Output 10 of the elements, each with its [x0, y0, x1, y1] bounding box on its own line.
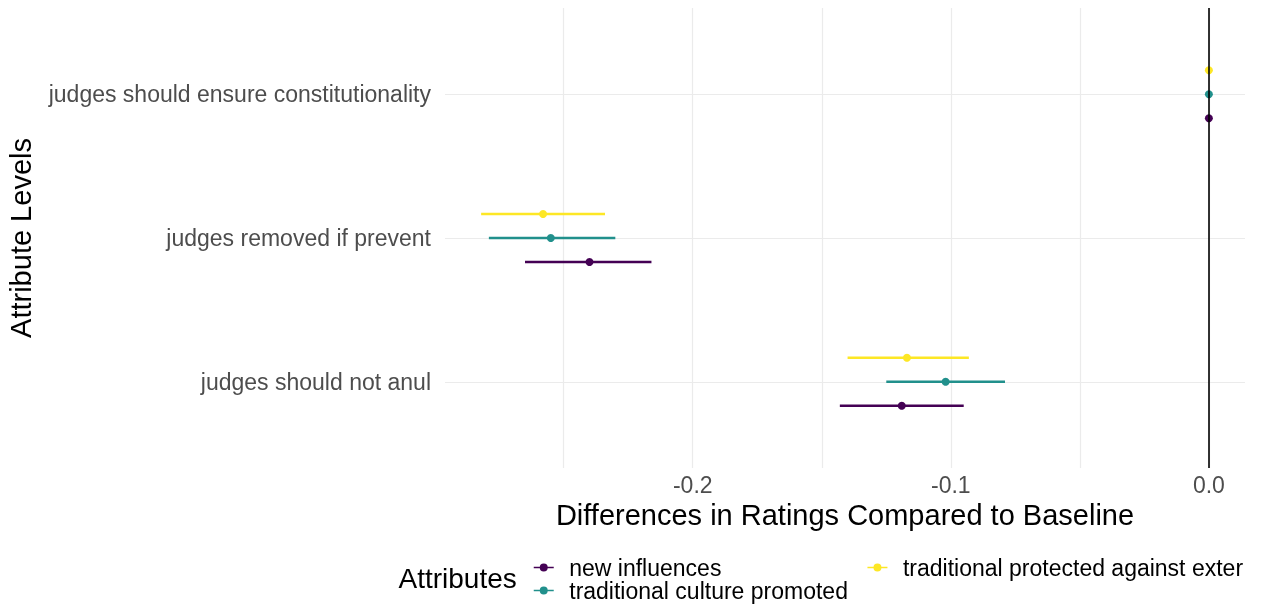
x-tick-label: -0.1	[930, 471, 971, 498]
x-axis-title: Differences in Ratings Compared to Baseline	[555, 499, 1135, 532]
y-tick-label: judges should ensure constitutionality	[47, 81, 432, 108]
y-tick-label: judges should not anul	[199, 368, 431, 395]
y-axis-title: Attribute Levels	[4, 138, 37, 338]
x-tick-label: -0.2	[672, 471, 713, 498]
y-tick-label: judges removed if prevent	[165, 225, 432, 251]
x-tick-label: 0.0	[1192, 471, 1225, 498]
legend-label: traditional protected against exter	[902, 554, 1244, 581]
legend-title: Attributes	[398, 562, 517, 594]
